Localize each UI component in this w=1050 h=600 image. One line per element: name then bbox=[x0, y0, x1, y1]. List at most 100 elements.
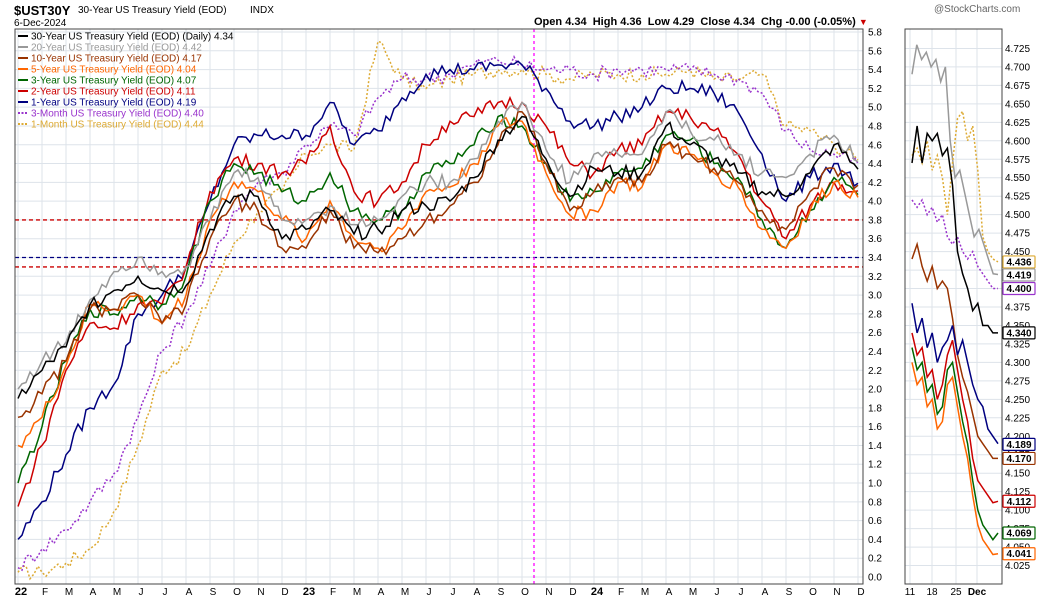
legend: 30-Year US Treasury Yield (EOD) (Daily) … bbox=[18, 32, 234, 131]
x-tick-label: S bbox=[498, 587, 505, 598]
x-tick-label: J bbox=[163, 587, 168, 598]
y-tick-label: 4.2 bbox=[868, 178, 882, 189]
y-tick-label: 0.4 bbox=[868, 535, 882, 546]
low-value: 4.29 bbox=[672, 16, 695, 28]
x-tick-label: O bbox=[521, 587, 529, 598]
legend-entry: 5-Year US Treasury Yield (EOD) 4.04 bbox=[31, 65, 197, 76]
zoom-y-tick-label: 4.625 bbox=[1005, 118, 1030, 129]
y-tick-label: 3.6 bbox=[868, 234, 882, 245]
zoom-series-line-20-year bbox=[911, 44, 999, 276]
open-label: Open bbox=[534, 16, 563, 28]
zoom-y-tick-label: 4.525 bbox=[1005, 192, 1030, 203]
chg-value: -0.00 (-0.05%) bbox=[785, 16, 856, 28]
zoom-y-tick-label: 4.250 bbox=[1005, 395, 1030, 406]
x-tick-label: A bbox=[762, 587, 769, 598]
zoom-x-tick-label: Dec bbox=[968, 587, 987, 598]
down-arrow-icon: ▼ bbox=[858, 17, 868, 27]
end-value-label: 4.069 bbox=[1006, 529, 1031, 540]
end-value-box bbox=[1002, 451, 1036, 466]
series-line-3-month-us-treasury-yield bbox=[17, 55, 859, 572]
x-tick-label: J bbox=[715, 587, 720, 598]
zoom-x-tick-label: 18 bbox=[926, 587, 938, 598]
y-tick-label: 2.4 bbox=[868, 347, 882, 358]
zoom-y-tick-label: 4.200 bbox=[1005, 432, 1030, 443]
symbol-name: 30-Year US Treasury Yield (EOD) bbox=[78, 5, 227, 16]
open-value: 4.34 bbox=[565, 16, 587, 28]
end-value-box bbox=[1002, 326, 1036, 340]
y-tick-label: 5.6 bbox=[868, 46, 882, 57]
end-value-label: 4.189 bbox=[1006, 440, 1031, 451]
zoom-series-line-5-year bbox=[911, 362, 999, 556]
x-tick-label: 24 bbox=[591, 586, 604, 598]
end-value-label: 4.112 bbox=[1007, 497, 1032, 508]
chart-header: $UST30Y 30-Year US Treasury Yield (EOD) … bbox=[14, 3, 1044, 29]
y-tick-label: 5.0 bbox=[868, 103, 882, 114]
zoom-gridlines bbox=[905, 29, 1002, 584]
legend-entry: 1-Year US Treasury Yield (EOD) 4.19 bbox=[31, 98, 197, 109]
y-tick-label: 4.4 bbox=[868, 159, 882, 170]
y-tick-label: 4.6 bbox=[868, 140, 882, 151]
end-value-label: 4.419 bbox=[1006, 270, 1031, 281]
end-value-box bbox=[1002, 494, 1036, 508]
legend-entry: 3-Month US Treasury Yield (EOD) 4.40 bbox=[31, 109, 204, 120]
zoom-end-labels: 4.436 4.419 4.400 4.340 4.189 4.170 4.112 4.069… bbox=[1002, 255, 1036, 561]
zoom-y-tick-label: 4.125 bbox=[1005, 487, 1030, 498]
zoom-y-tick-label: 4.375 bbox=[1005, 303, 1030, 314]
main-gridlines bbox=[15, 29, 863, 584]
y-tick-label: 2.2 bbox=[868, 366, 882, 377]
x-tick-label: N bbox=[545, 587, 552, 598]
zoom-y-tick-label: 4.575 bbox=[1005, 155, 1030, 166]
end-value-box bbox=[1002, 268, 1036, 282]
y-tick-label: 2.6 bbox=[868, 328, 882, 339]
exchange-label: INDX bbox=[250, 5, 274, 16]
date-label: 6-Dec-2024 bbox=[14, 18, 67, 29]
y-tick-label: 4.0 bbox=[868, 197, 882, 208]
chg-label: Chg bbox=[760, 16, 783, 28]
legend-entry: 10-Year US Treasury Yield (EOD) 4.17 bbox=[31, 54, 202, 65]
y-tick-label: 4.8 bbox=[868, 121, 882, 132]
zoom-y-tick-label: 4.150 bbox=[1005, 469, 1030, 480]
watermark: @StockCharts.com bbox=[934, 4, 1021, 15]
zoom-y-axis: 4.0254.0504.0754.1004.1254.1504.1754.200… bbox=[1005, 44, 1030, 572]
end-value-label: 4.340 bbox=[1006, 328, 1031, 339]
x-tick-label: M bbox=[353, 587, 361, 598]
y-tick-label: 3.2 bbox=[868, 272, 882, 283]
legend-entry: 30-Year US Treasury Yield (EOD) (Daily) … bbox=[31, 32, 234, 43]
y-tick-label: 1.4 bbox=[868, 441, 882, 452]
series-line-3-year-us-treasury-yield bbox=[17, 113, 859, 484]
zoom-y-tick-label: 4.450 bbox=[1005, 247, 1030, 258]
series-line-2-year-us-treasury-yield bbox=[17, 95, 859, 507]
x-tick-label: 23 bbox=[303, 586, 315, 598]
zoom-y-tick-label: 4.275 bbox=[1005, 376, 1030, 387]
x-tick-label: O bbox=[809, 587, 817, 598]
high-label: High bbox=[592, 16, 618, 28]
zoom-y-tick-label: 4.600 bbox=[1005, 136, 1030, 147]
close-label: Close bbox=[700, 16, 731, 28]
main-series-lines bbox=[17, 40, 859, 581]
x-tick-label: N bbox=[257, 587, 264, 598]
end-value-label: 4.041 bbox=[1006, 549, 1031, 560]
end-value-label: 4.400 bbox=[1006, 284, 1031, 295]
y-tick-label: 3.8 bbox=[868, 215, 882, 226]
close-value: 4.34 bbox=[733, 16, 755, 28]
symbol-label: $UST30Y bbox=[14, 3, 71, 18]
y-tick-label: 5.4 bbox=[868, 65, 882, 76]
x-tick-label: A bbox=[90, 587, 97, 598]
x-tick-label: S bbox=[786, 587, 793, 598]
x-tick-label: F bbox=[618, 587, 624, 598]
x-tick-label: J bbox=[739, 587, 744, 598]
x-tick-label: A bbox=[378, 587, 385, 598]
zoom-y-tick-label: 4.300 bbox=[1005, 358, 1030, 369]
zoom-y-tick-label: 4.100 bbox=[1005, 506, 1030, 517]
x-tick-label: 22 bbox=[15, 586, 27, 598]
main-y-axis: 0.0 0.2 0.4 0.6 0.8 1.0 1.2 1.4 1.6 1.8 2.0 2.2 2.4 2… bbox=[868, 28, 882, 584]
legend-entry: 1-Month US Treasury Yield (EOD) 4.44 bbox=[31, 120, 204, 131]
zoom-plot-frame bbox=[904, 28, 1003, 585]
end-value-box bbox=[1002, 547, 1036, 561]
series-line-20-year-us-treasury-yield bbox=[17, 101, 859, 390]
ohlc-readout: Open 4.34 High 4.36 Low 4.29 Close 4.34 … bbox=[534, 16, 868, 28]
y-tick-label: 0.2 bbox=[868, 554, 882, 565]
y-tick-label: 1.6 bbox=[868, 422, 882, 433]
zoom-y-tick-label: 4.475 bbox=[1005, 229, 1030, 240]
